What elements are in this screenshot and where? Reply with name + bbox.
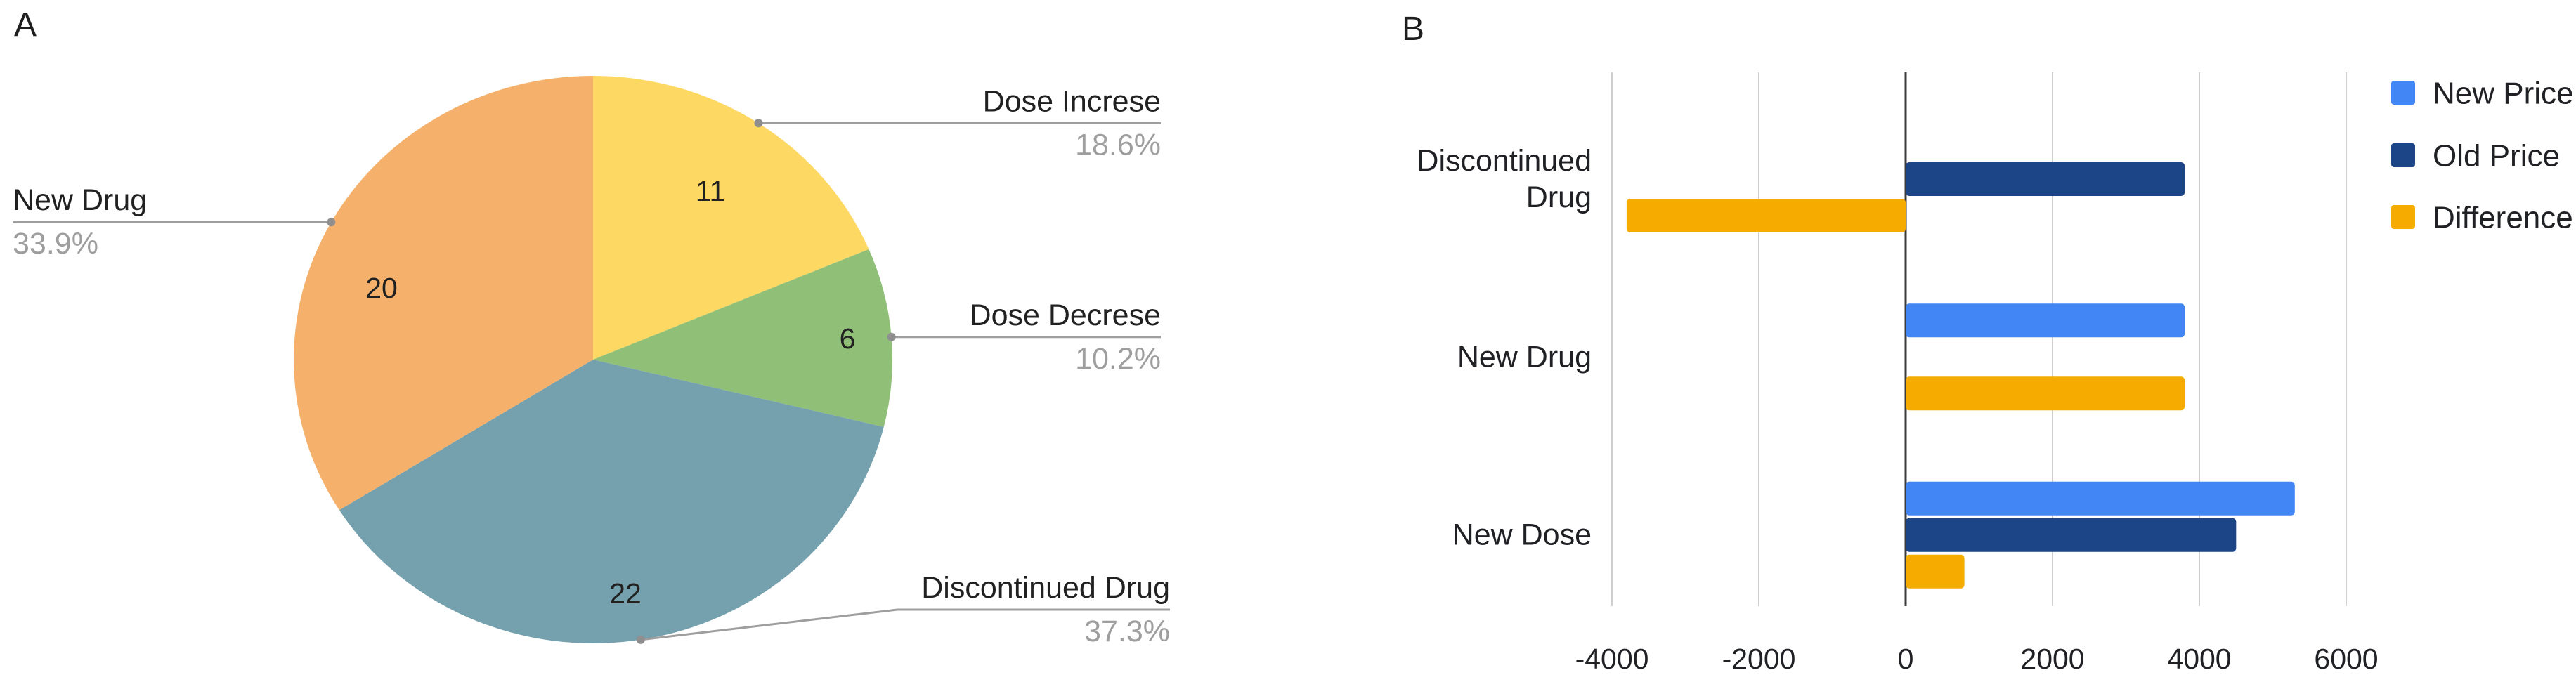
pie-value-label-dose-decrese: 6	[840, 322, 856, 355]
pie-value-label-dose-increse: 11	[696, 175, 726, 207]
pie-slice-label-discontinued-drug: Discontinued Drug	[921, 571, 1170, 605]
category-label-new-dose: New Dose	[1452, 518, 1592, 552]
bar-new-dose-new-price	[1906, 481, 2295, 516]
x-tick-label--2000: -2000	[1722, 643, 1796, 675]
legend-swatch-old-price	[2391, 143, 2415, 167]
pie-leader-dot-dose-increse	[754, 119, 763, 128]
bar-new-dose-old-price	[1906, 518, 2237, 552]
pie-slice-label-dose-increse: Dose Increse	[983, 84, 1161, 118]
pie-percent-label-dose-increse: 18.6%	[1075, 128, 1161, 162]
x-tick-label-6000: 6000	[2314, 643, 2378, 675]
legend-swatch-new-price	[2391, 81, 2415, 105]
bar-new-drug-new-price	[1906, 303, 2185, 338]
x-tick-label-0: 0	[1898, 643, 1914, 675]
legend-item-difference: Difference	[2391, 201, 2573, 235]
pie-leader-line-discontinued-drug	[640, 608, 1170, 641]
pie-percent-label-discontinued-drug: 37.3%	[1084, 615, 1170, 648]
legend-item-old-price: Old Price	[2391, 139, 2560, 173]
x-tick-label-4000: 4000	[2167, 643, 2231, 675]
pie-percent-label-dose-decrese: 10.2%	[1075, 342, 1161, 376]
legend-label-old-price: Old Price	[2433, 139, 2560, 173]
pie-value-label-new-drug: 20	[365, 272, 398, 304]
pie-slice-discontinued-drug	[339, 360, 884, 643]
x-tick-label-2000: 2000	[2020, 643, 2084, 675]
panel-b-label: B	[1402, 11, 1425, 48]
pie-slice-new-drug	[294, 76, 593, 511]
bar-discontinued-drug-old-price	[1906, 162, 2185, 196]
legend-label-new-price: New Price	[2433, 77, 2574, 111]
pie-slice-label-dose-decrese: Dose Decrese	[970, 298, 1161, 332]
pie-leader-dot-dose-decrese	[887, 332, 896, 341]
pie-percent-label-new-drug: 33.9%	[13, 227, 98, 261]
category-label-discontinued-drug-line1: Discontinued	[1417, 144, 1592, 178]
category-label-discontinued-drug-line2: Drug	[1526, 181, 1592, 214]
bar-new-drug-difference	[1906, 376, 2185, 411]
legend-label-difference: Difference	[2433, 201, 2573, 235]
pie-slice-dose-decrese	[593, 249, 892, 427]
x-tick-label--4000: -4000	[1575, 643, 1649, 675]
bar-discontinued-drug-difference	[1626, 199, 1906, 232]
pie-value-label-discontinued-drug: 22	[609, 577, 642, 610]
pie-leader-dot-discontinued-drug	[636, 635, 645, 644]
pie-slice-label-new-drug: New Drug	[13, 183, 147, 217]
category-label-new-drug: New Drug	[1457, 340, 1592, 374]
bar-new-dose-difference	[1906, 554, 1965, 589]
pie-leader-dot-new-drug	[327, 218, 336, 227]
pie-slice-dose-increse	[593, 76, 869, 360]
legend-item-new-price: New Price	[2391, 77, 2574, 111]
legend-swatch-difference	[2391, 205, 2415, 229]
panel-a-label: A	[14, 6, 37, 44]
